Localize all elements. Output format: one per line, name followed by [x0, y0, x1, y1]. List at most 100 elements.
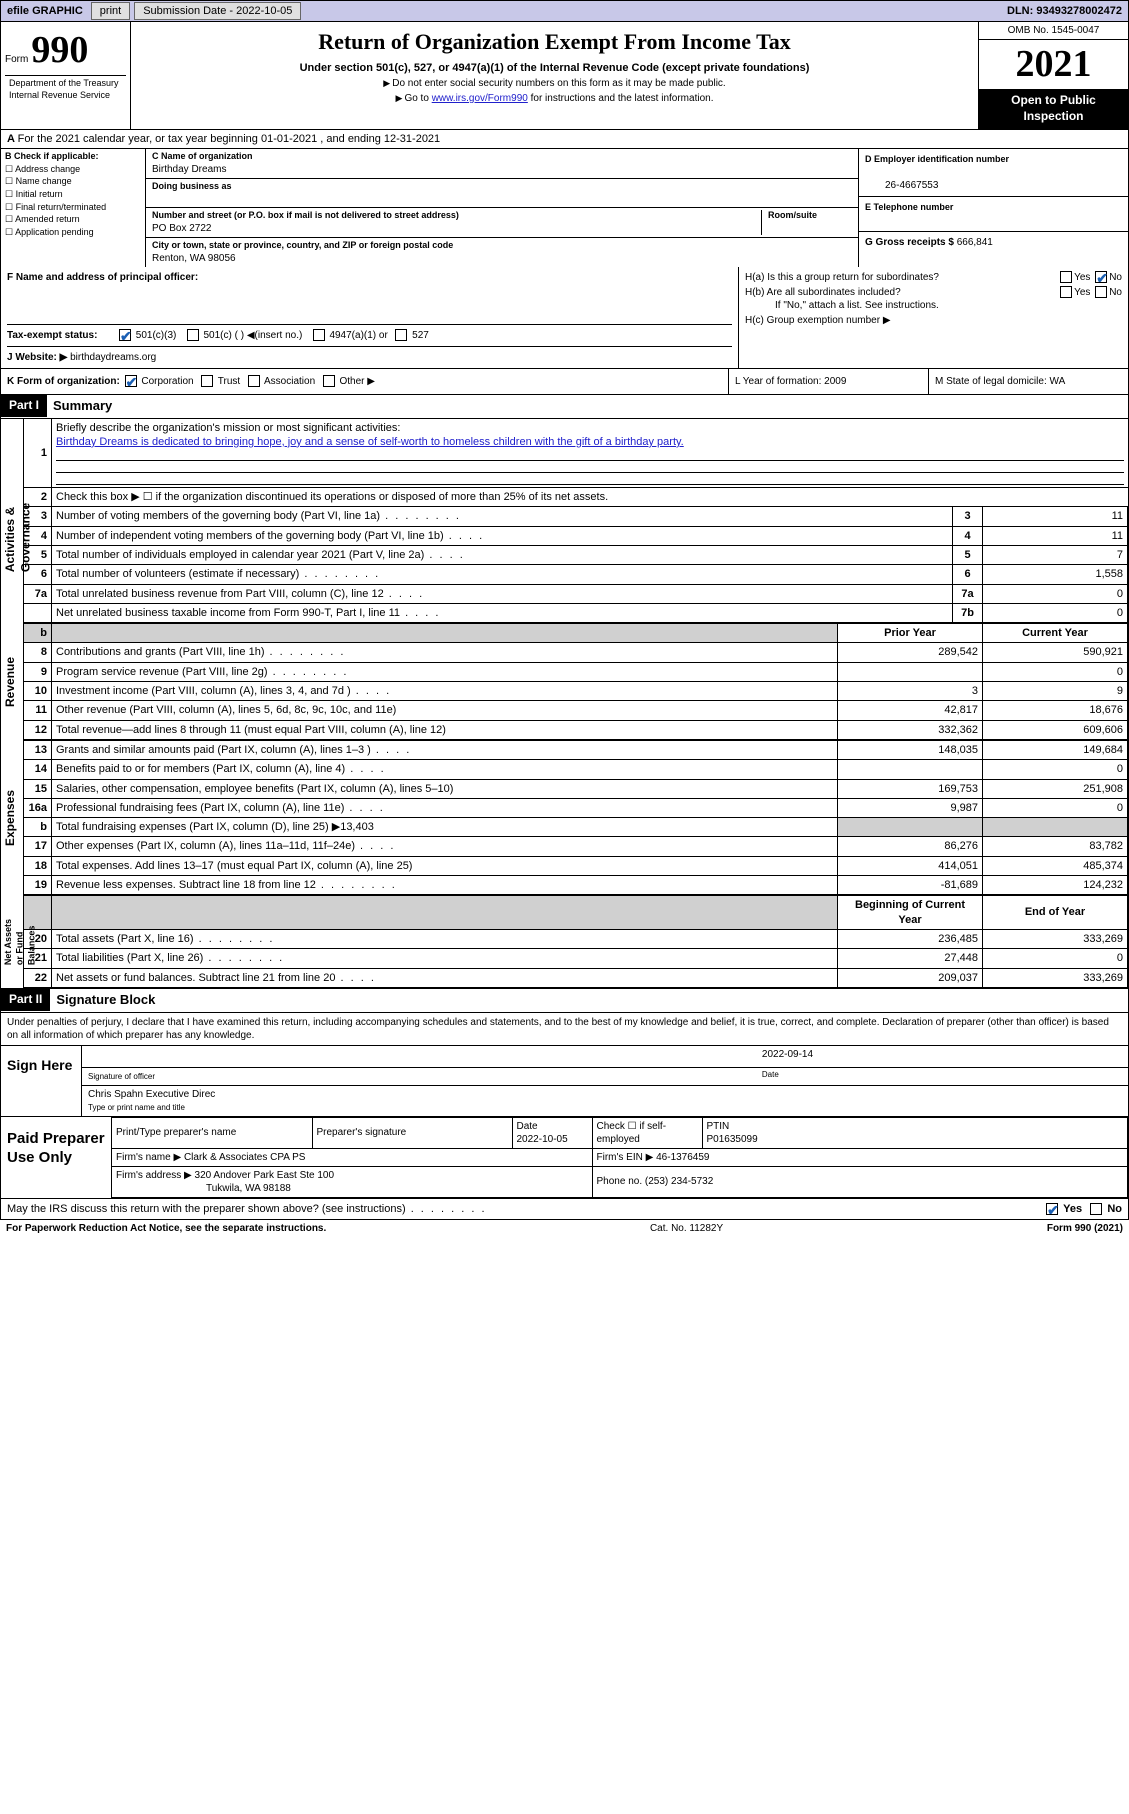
footer: For Paperwork Reduction Act Notice, see … — [0, 1220, 1129, 1237]
sign-here: Sign Here — [1, 1046, 81, 1116]
prior-year-hdr: Prior Year — [838, 624, 983, 643]
goto-line: Go to www.irs.gov/Form990 for instructio… — [137, 92, 972, 105]
chk-501c3[interactable] — [119, 329, 131, 341]
city: Renton, WA 98056 — [152, 253, 236, 264]
ssn-note: Do not enter social security numbers on … — [137, 77, 972, 90]
rev-row: 11Other revenue (Part VIII, column (A), … — [24, 701, 1128, 720]
date-hint: Date — [762, 1070, 779, 1080]
gross-receipts: 666,841 — [957, 237, 993, 248]
side-governance: Activities & Governance — [3, 470, 21, 572]
side-revenue: Revenue — [3, 657, 21, 707]
part2-label: Part II — [1, 989, 50, 1011]
discuss-yes[interactable] — [1046, 1203, 1058, 1215]
chk-4947[interactable] — [313, 329, 325, 341]
form-label: Form — [5, 54, 28, 65]
line2: Check this box ▶ ☐ if the organization d… — [52, 488, 1128, 507]
ha-label: H(a) Is this a group return for subordin… — [745, 271, 1058, 284]
k-assoc[interactable] — [248, 375, 260, 387]
firm-phone: (253) 234-5732 — [645, 1176, 713, 1187]
perjury-text: Under penalties of perjury, I declare th… — [1, 1013, 1128, 1045]
ha-no[interactable] — [1095, 271, 1107, 283]
rev-row: 9Program service revenue (Part VIII, lin… — [24, 662, 1128, 681]
hb-no[interactable] — [1095, 286, 1107, 298]
rev-row: 12Total revenue—add lines 8 through 11 (… — [24, 720, 1128, 739]
hb-label: H(b) Are all subordinates included? — [745, 286, 1058, 299]
k-cell: K Form of organization: Corporation Trus… — [1, 369, 728, 394]
box-f: F Name and address of principal officer:… — [1, 267, 738, 368]
b-label: B Check if applicable: — [5, 151, 99, 161]
chk-501c[interactable] — [187, 329, 199, 341]
col-b: B Check if applicable: ☐ Address change … — [1, 149, 146, 267]
ein-cell: D Employer identification number 26-4667… — [859, 149, 1128, 197]
m-cell: M State of legal domicile: WA — [928, 369, 1128, 394]
chk-pending[interactable]: ☐ Application pending — [5, 227, 141, 239]
exp-row: 18Total expenses. Add lines 13–17 (must … — [24, 856, 1128, 875]
k-trust[interactable] — [201, 375, 213, 387]
rev-row: 8Contributions and grants (Part VIII, li… — [24, 643, 1128, 662]
exp-row: bTotal fundraising expenses (Part IX, co… — [24, 818, 1128, 837]
website: birthdaydreams.org — [70, 352, 156, 363]
signature-block: Under penalties of perjury, I declare th… — [0, 1013, 1129, 1199]
chk-address[interactable]: ☐ Address change — [5, 164, 141, 176]
net-row: 20Total assets (Part X, line 16)236,4853… — [24, 929, 1128, 948]
paperwork: For Paperwork Reduction Act Notice, see … — [6, 1222, 326, 1235]
prep-sig-hdr: Preparer's signature — [312, 1117, 512, 1148]
city-row: City or town, state or province, country… — [146, 238, 858, 267]
ha-yes[interactable] — [1060, 271, 1072, 283]
part2-header: Part II Signature Block — [0, 989, 1129, 1013]
firm-city: Tukwila, WA 98188 — [116, 1183, 291, 1194]
net-row: 21Total liabilities (Part X, line 26)27,… — [24, 949, 1128, 968]
preparer-label: Paid Preparer Use Only — [1, 1117, 111, 1198]
prep-name-hdr: Print/Type preparer's name — [112, 1117, 312, 1148]
part1-header: Part I Summary — [0, 395, 1129, 419]
efile-label: efile GRAPHIC — [1, 4, 89, 18]
topbar: efile GRAPHIC print Submission Date - 20… — [0, 0, 1129, 22]
gov-row: 6Total number of volunteers (estimate if… — [24, 565, 1128, 584]
k-other[interactable] — [323, 375, 335, 387]
row-a: A For the 2021 calendar year, or tax yea… — [0, 130, 1129, 149]
chk-final[interactable]: ☐ Final return/terminated — [5, 202, 141, 214]
exp-row: 15Salaries, other compensation, employee… — [24, 779, 1128, 798]
tax-year-text: For the 2021 calendar year, or tax year … — [18, 133, 441, 145]
form-title: Return of Organization Exempt From Incom… — [137, 28, 972, 57]
print-button[interactable]: print — [91, 2, 130, 20]
title-cell: Return of Organization Exempt From Incom… — [131, 22, 978, 129]
chk-527[interactable] — [395, 329, 407, 341]
part1-label: Part I — [1, 395, 47, 417]
net-assets-block: Net Assets or Fund Balances Beginning of… — [0, 895, 1129, 988]
gov-row: Net unrelated business taxable income fr… — [24, 603, 1128, 622]
section-fh: F Name and address of principal officer:… — [0, 267, 1129, 369]
hb-note: If "No," attach a list. See instructions… — [745, 299, 1122, 312]
type-hint: Type or print name and title — [88, 1103, 185, 1112]
dba-row: Doing business as — [146, 179, 858, 209]
klm-row: K Form of organization: Corporation Trus… — [0, 369, 1129, 395]
submission-date-button[interactable]: Submission Date - 2022-10-05 — [134, 2, 301, 20]
firm-ein: 46-1376459 — [656, 1152, 709, 1163]
part1-title: Summary — [47, 395, 118, 418]
chk-name[interactable]: ☐ Name change — [5, 176, 141, 188]
dept-label: Department of the Treasury Internal Reve… — [5, 75, 126, 103]
curr-year-hdr: Current Year — [983, 624, 1128, 643]
firm-addr: 320 Andover Park East Ste 100 — [195, 1170, 335, 1181]
year-cell: OMB No. 1545-0047 2021 Open to Public In… — [978, 22, 1128, 129]
chk-initial[interactable]: ☐ Initial return — [5, 189, 141, 201]
net-row: 22Net assets or fund balances. Subtract … — [24, 968, 1128, 987]
hb-yes[interactable] — [1060, 286, 1072, 298]
exp-row: 14Benefits paid to or for members (Part … — [24, 760, 1128, 779]
irs-link[interactable]: www.irs.gov/Form990 — [432, 93, 528, 104]
hc-label: H(c) Group exemption number ▶ — [745, 314, 1122, 327]
form-number-cell: Form 990 Department of the Treasury Inte… — [1, 22, 131, 129]
street: PO Box 2722 — [152, 223, 211, 234]
col-c: C Name of organization Birthday Dreams D… — [146, 149, 858, 267]
k-corp[interactable] — [125, 375, 137, 387]
form-number: 990 — [31, 29, 88, 71]
box-h: H(a) Is this a group return for subordin… — [738, 267, 1128, 368]
firm-name: Clark & Associates CPA PS — [184, 1152, 306, 1163]
exp-row: 19Revenue less expenses. Subtract line 1… — [24, 876, 1128, 895]
header-grid: B Check if applicable: ☐ Address change … — [0, 149, 1129, 267]
i-label: Tax-exempt status: — [7, 330, 97, 341]
check-self: Check ☐ if self-employed — [592, 1117, 702, 1148]
chk-amended[interactable]: ☐ Amended return — [5, 214, 141, 226]
discuss-no[interactable] — [1090, 1203, 1102, 1215]
street-row: Number and street (or P.O. box if mail i… — [146, 208, 858, 238]
